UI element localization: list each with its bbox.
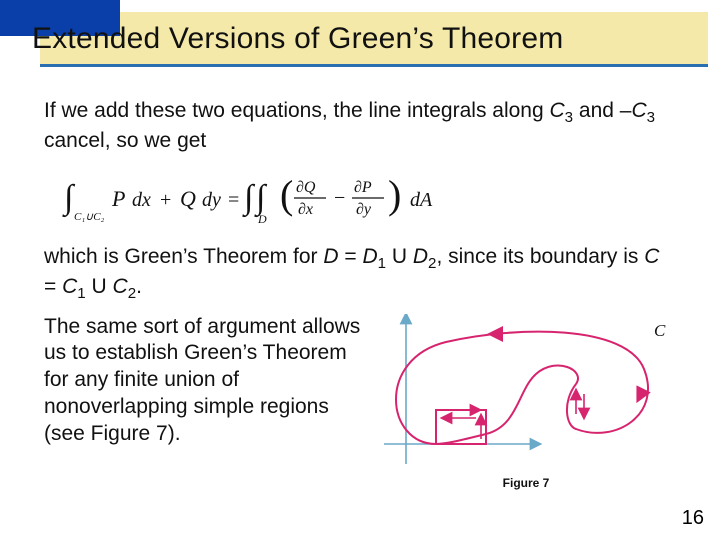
svg-text:−: − [334,187,345,209]
p1-C3b-sym: C [631,99,646,122]
p1-C3b-sub: 3 [647,109,655,126]
slide-header: Extended Versions of Green’s Theorem [0,0,720,80]
figure-7-caption: Figure 7 [376,476,676,491]
equation-block: ∫ C₁∪C₂ P dx + Q dy = ∫ ∫ D ( ∂Q ∂x − [44,168,676,228]
page-number: 16 [682,507,704,530]
p1-text-c: cancel, so we get [44,129,206,152]
p2-text-a: which is Green’s Theorem for [44,245,323,268]
paragraph-1: If we add these two equations, the line … [44,98,676,154]
svg-text:∂y: ∂y [356,201,372,218]
p2-D1: D [362,245,377,268]
p2-text-b: , since its boundary is [436,245,644,268]
p2-C1-sub: 1 [77,285,85,302]
figure-7-svg: C [376,314,676,472]
p2-C2-sub: 2 [128,285,136,302]
p2-C1: C [62,275,77,298]
svg-text:dA: dA [410,189,433,211]
slide-body: If we add these two equations, the line … [0,80,720,491]
p2-C2: C [113,275,128,298]
svg-text:∂P: ∂P [354,179,372,196]
p1-text-b: and – [573,99,631,122]
equation-svg: ∫ C₁∪C₂ P dx + Q dy = ∫ ∫ D ( ∂Q ∂x − [44,168,464,228]
p2-eq1: = [339,245,363,268]
p1-C3a-sub: 3 [565,109,573,126]
paragraph-2: which is Green’s Theorem for D = D1 U D2… [44,244,676,303]
p1-C3a-sym: C [550,99,565,122]
p2-D2: D [413,245,428,268]
svg-text:∫: ∫ [242,179,256,218]
p2-D1-sub: 1 [378,256,386,273]
svg-text:Q: Q [180,186,196,211]
svg-text:=: = [228,189,239,211]
svg-text:C₁∪C₂: C₁∪C₂ [74,211,105,223]
p2-cup1: U [386,245,413,268]
svg-text:dx: dx [132,189,151,211]
paragraph-3: The same sort of argument allows us to e… [44,314,364,448]
p2-eq2: = [44,275,62,298]
p2-C: C [644,245,659,268]
svg-text:+: + [160,189,171,211]
svg-text:C: C [654,321,666,340]
svg-text:∂x: ∂x [298,201,313,218]
p1-text-a: If we add these two equations, the line … [44,99,550,122]
svg-text:D: D [257,212,267,226]
p2-D: D [323,245,338,268]
paragraph-3-col: The same sort of argument allows us to e… [44,314,364,458]
svg-text:(: ( [280,172,293,217]
svg-text:dy: dy [202,189,221,211]
svg-text:∂Q: ∂Q [296,179,316,196]
figure-7: C Figure 7 [376,314,676,491]
p2-period: . [136,275,142,298]
lower-row: The same sort of argument allows us to e… [44,314,676,491]
svg-text:P: P [111,186,125,211]
p2-cup2: U [86,275,113,298]
header-underline [40,64,708,67]
svg-text:): ) [388,172,401,217]
slide-title: Extended Versions of Green’s Theorem [32,22,563,56]
